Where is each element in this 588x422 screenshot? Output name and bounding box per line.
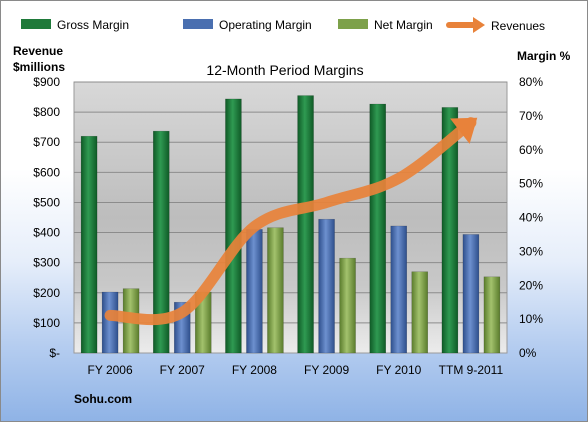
y-right-tick-label: 0%	[519, 346, 537, 360]
line-revenues-arrowhead	[450, 117, 478, 144]
y-right-tick-label: 60%	[519, 143, 543, 157]
y-right-label: Margin %	[517, 49, 571, 63]
y-left-tick-label: $800	[33, 105, 60, 119]
y-right-tick-label: 20%	[519, 278, 543, 292]
bar-net-margin-4	[339, 257, 356, 354]
y-right-tick-label: 50%	[519, 177, 543, 191]
y-right-tick-label: 80%	[519, 75, 543, 89]
legend-label: Revenues	[491, 19, 545, 33]
bar-gross-margin-5	[369, 103, 386, 354]
y-left-tick-label: $300	[33, 256, 60, 270]
y-left-tick-label: $100	[33, 316, 60, 330]
y-left-tick-label: $700	[33, 135, 60, 149]
y-left-label: Revenue	[13, 44, 63, 58]
bar-operating-margin-6	[462, 234, 480, 354]
bar-gross-margin-2	[153, 130, 170, 354]
legend-swatch-arrowhead	[473, 17, 485, 33]
x-tick-label: FY 2007	[160, 363, 205, 377]
y-left-tick-label: $-	[49, 346, 60, 360]
legend-swatch-operating-margin	[183, 19, 213, 29]
legend-label: Operating Margin	[219, 18, 312, 32]
plot-area	[73, 81, 508, 354]
x-tick-label: FY 2006	[88, 363, 133, 377]
bar-net-margin-5	[411, 271, 428, 354]
x-tick-label: FY 2010	[376, 363, 421, 377]
source-label: Sohu.com	[74, 392, 132, 406]
legend-swatch-net-margin	[338, 19, 368, 29]
y-left-tick-label: $900	[33, 75, 60, 89]
y-right-tick-label: 70%	[519, 109, 543, 123]
bar-gross-margin-6	[441, 107, 459, 354]
bar-gross-margin-3	[225, 98, 242, 354]
y-left-label: $millions	[13, 60, 65, 74]
legend-swatch-gross-margin	[21, 19, 51, 29]
y-left-tick-label: $500	[33, 195, 60, 209]
bar-gross-margin-1	[80, 135, 98, 354]
legend-label: Gross Margin	[57, 18, 129, 32]
y-right-tick-label: 30%	[519, 244, 543, 258]
bar-operating-margin-1	[101, 291, 119, 354]
x-tick-label: FY 2009	[304, 363, 349, 377]
line-revenues	[104, 117, 477, 326]
bar-operating-margin-5	[390, 225, 407, 354]
bar-net-margin-3	[267, 227, 284, 354]
x-tick-label: FY 2008	[232, 363, 277, 377]
y-left-tick-label: $600	[33, 165, 60, 179]
y-right-tick-label: 40%	[519, 211, 543, 225]
y-left-tick-label: $200	[33, 286, 60, 300]
y-right-tick-label: 10%	[519, 312, 543, 326]
legend-label: Net Margin	[374, 18, 433, 32]
chart-title: 12-Month Period Margins	[206, 62, 363, 78]
bar-net-margin-6	[483, 276, 501, 354]
bar-operating-margin-4	[318, 218, 335, 354]
x-tick-label: TTM 9-2011	[439, 363, 504, 377]
y-left-tick-label: $400	[33, 226, 60, 240]
bar-gross-margin-4	[297, 95, 314, 354]
bar-operating-margin-3	[246, 229, 263, 354]
